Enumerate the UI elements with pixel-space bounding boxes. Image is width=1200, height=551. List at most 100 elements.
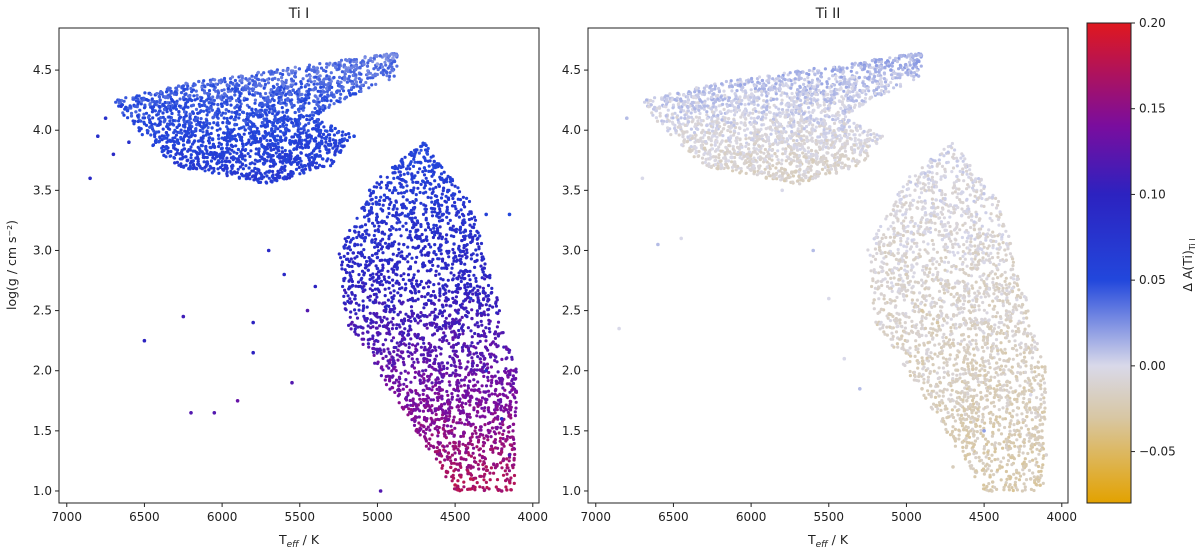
scatter-point — [343, 307, 347, 311]
scatter-point — [511, 466, 515, 470]
scatter-point — [451, 337, 455, 342]
scatter-point — [338, 75, 342, 79]
scatter-point — [455, 398, 459, 402]
scatter-point — [230, 134, 234, 138]
scatter-point — [351, 283, 355, 288]
scatter-point — [409, 236, 413, 240]
scatter-point — [478, 447, 482, 451]
scatter-point — [390, 327, 394, 331]
scatter-point — [475, 229, 479, 233]
scatter-point — [216, 167, 220, 171]
scatter-point — [265, 78, 269, 82]
scatter-point — [471, 361, 475, 365]
scatter-point — [460, 401, 464, 405]
scatter-point — [411, 299, 415, 303]
scatter-point — [460, 410, 464, 414]
scatter-point — [404, 180, 408, 184]
scatter-point — [384, 309, 388, 314]
scatter-point — [444, 469, 448, 473]
scatter-point — [432, 310, 436, 314]
scatter-point — [438, 215, 442, 219]
scatter-point — [469, 329, 473, 333]
scatter-point — [462, 430, 466, 434]
scatter-point — [421, 141, 425, 146]
scatter-point — [505, 463, 509, 467]
scatter-point — [490, 426, 494, 430]
scatter-point — [253, 162, 257, 166]
scatter-point — [257, 153, 261, 157]
scatter-point — [276, 172, 280, 176]
scatter-point — [217, 137, 221, 141]
scatter-point — [490, 392, 494, 396]
scatter-point — [459, 231, 463, 235]
scatter-point — [371, 336, 375, 341]
scatter-point — [427, 169, 431, 173]
scatter-point — [404, 343, 408, 347]
scatter-point — [431, 385, 435, 389]
scatter-point — [389, 181, 393, 185]
scatter-point — [396, 191, 400, 195]
scatter-point — [509, 405, 513, 409]
scatter-point — [235, 151, 239, 155]
scatter-point — [292, 147, 297, 151]
scatter-point — [512, 481, 516, 485]
scatter-point — [494, 379, 498, 383]
scatter-point — [467, 217, 471, 222]
scatter-point — [484, 303, 488, 307]
scatter-point — [342, 294, 346, 298]
scatter-point — [294, 167, 299, 171]
scatter-point — [485, 485, 489, 490]
scatter-point — [412, 207, 416, 211]
scatter-point — [399, 294, 403, 298]
scatter-point — [490, 378, 494, 382]
scatter-point — [241, 88, 245, 92]
scatter-point — [420, 253, 424, 257]
scatter-point — [459, 257, 463, 261]
scatter-point — [280, 117, 284, 121]
scatter-point — [414, 404, 419, 408]
scatter-point — [281, 110, 285, 114]
scatter-point — [337, 252, 341, 256]
scatter-point — [378, 315, 382, 319]
scatter-point — [183, 125, 187, 129]
scatter-point — [453, 349, 457, 353]
scatter-point — [240, 172, 244, 176]
scatter-point — [357, 233, 361, 237]
scatter-point — [422, 360, 426, 364]
scatter-point — [482, 374, 486, 378]
scatter-point — [404, 286, 408, 290]
scatter-point — [295, 155, 299, 159]
scatter-point — [327, 77, 331, 81]
scatter-point — [412, 401, 416, 405]
scatter-point — [421, 369, 425, 373]
scatter-point — [426, 291, 430, 296]
scatter-point — [446, 361, 450, 365]
scatter-point — [229, 80, 233, 84]
scatter-point — [322, 77, 327, 81]
scatter-point — [418, 381, 423, 385]
scatter-point — [367, 217, 371, 221]
scatter-point — [391, 359, 396, 363]
scatter-point — [434, 354, 439, 358]
scatter-point — [235, 103, 239, 107]
scatter-point — [408, 200, 412, 205]
scatter-point — [301, 115, 305, 119]
scatter-point — [317, 77, 321, 81]
scatter-point — [476, 463, 480, 467]
scatter-point — [387, 260, 391, 264]
scatter-point — [448, 304, 452, 308]
scatter-point — [165, 95, 169, 99]
scatter-point — [364, 263, 368, 267]
scatter-point — [455, 287, 459, 291]
scatter-point — [496, 394, 500, 398]
scatter-point — [474, 346, 478, 350]
scatter-point — [493, 374, 497, 378]
scatter-point — [358, 80, 363, 84]
scatter-point — [279, 98, 283, 102]
scatter-point — [392, 310, 396, 314]
scatter-point — [503, 406, 507, 410]
scatter-point — [168, 86, 172, 90]
scatter-point — [215, 128, 219, 132]
scatter-point — [432, 159, 436, 163]
scatter-point — [267, 176, 271, 180]
